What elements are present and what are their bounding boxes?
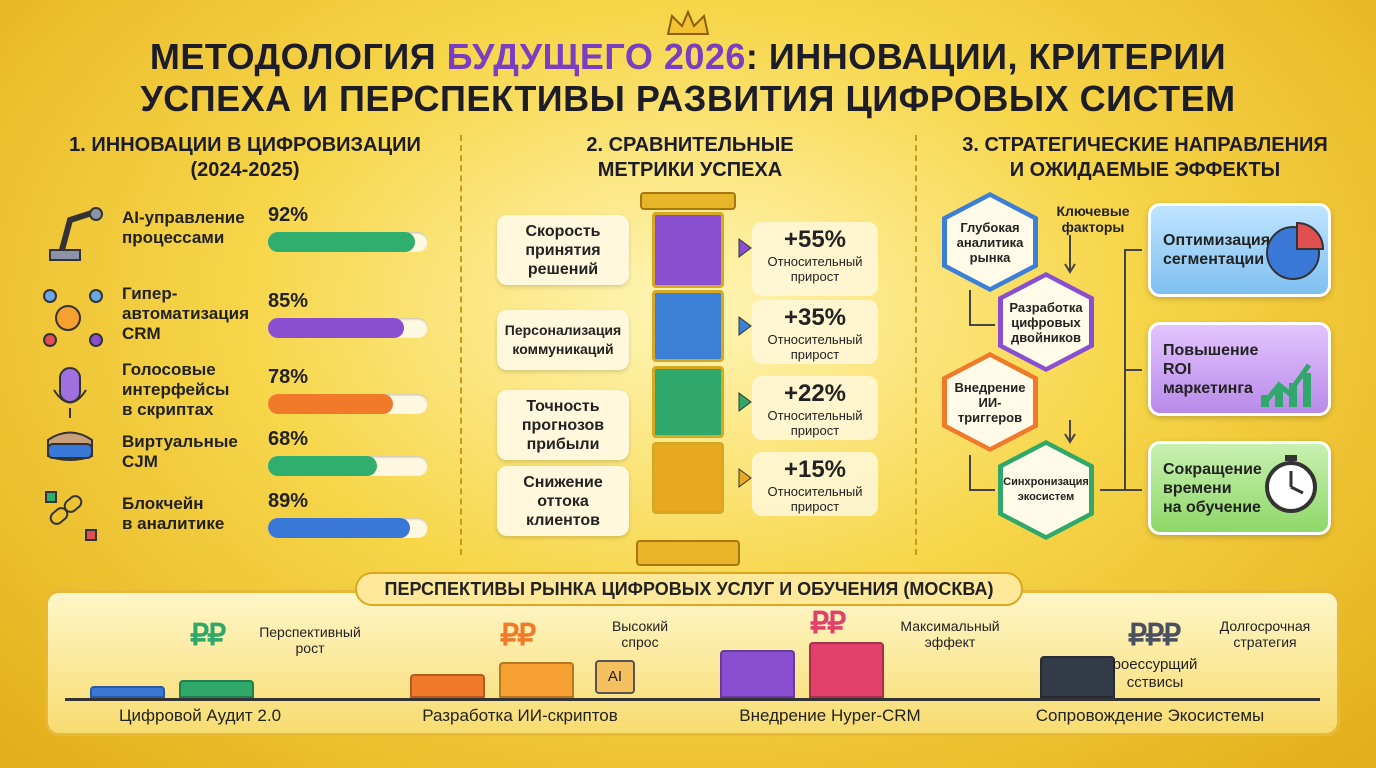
factor-label: Синхронизация экосистем (1003, 445, 1089, 535)
group-note: Перспективный рост (259, 624, 361, 656)
group-note: Максимальный эффект (900, 618, 1000, 650)
pillar-segment (652, 366, 724, 438)
separator (460, 135, 462, 555)
arrow (738, 238, 752, 258)
section-title: 2. СРАВНИТЕЛЬНЫЕ МЕТРИКИ УСПЕХА (586, 134, 794, 181)
market-panel (45, 590, 1340, 736)
factors-label: Ключевые факторы (1056, 203, 1130, 235)
metric-note: Относительный прирост (767, 332, 863, 362)
ai-chip: AI (595, 660, 635, 694)
arrow (738, 392, 752, 412)
metric-label: Снижение оттока клиентов (497, 466, 629, 536)
innovation-percent: 89% (268, 490, 309, 512)
pillar-base (636, 540, 740, 566)
metric-value: +22% (783, 380, 847, 407)
metric-note: Относительный прирост (767, 408, 863, 438)
metric-label: Персонализация коммуникаций (497, 310, 629, 370)
metric-box: +55% Относительный прирост (752, 222, 878, 296)
currency: ₽₽ (810, 607, 846, 640)
progress-fill (268, 456, 377, 476)
progress-fill (268, 518, 411, 538)
progress-fill (268, 232, 416, 252)
progress-track (268, 318, 428, 338)
factor-label: Глубокая аналитика рынка (947, 197, 1033, 287)
progress-track (268, 232, 428, 252)
pillar-segment (652, 212, 724, 288)
group-name: Внедрение Hyper-CRM (739, 706, 921, 725)
currency: ₽₽ (190, 619, 226, 652)
metric-note: Относительный прирост (767, 484, 863, 514)
decor-bar (1040, 656, 1115, 698)
title-line-2: УСПЕХА И ПЕРСПЕКТИВЫ РАЗВИТИЯ ЦИФРОВЫХ С… (140, 78, 1236, 119)
metric-box: +22% Относительный прирост (752, 376, 878, 440)
decor-bar (410, 674, 485, 698)
progress-track (268, 394, 428, 414)
pillar-cap (640, 192, 736, 210)
decor-bar (90, 686, 165, 698)
decor-bar (809, 642, 884, 698)
separator (915, 135, 917, 555)
factor-label: Разработка цифровых двойников (1003, 277, 1089, 367)
section-subtitle: (2024-2025) (190, 159, 300, 181)
crown-icon (666, 9, 710, 35)
progress-track (268, 518, 428, 538)
currency: ₽₽₽ (1128, 619, 1181, 652)
factor-label: Внедрение ИИ-триггеров (947, 357, 1033, 447)
innovation-label: Гипер- автоматизация CRM (122, 284, 250, 343)
metric-label: Точность прогнозов прибыли (497, 390, 629, 460)
section-title: 3. СТРАТЕГИЧЕСКИЕ НАПРАВЛЕНИЯ И ОЖИДАЕМЫ… (962, 134, 1328, 181)
connectors (969, 235, 1142, 491)
progress-fill (268, 394, 393, 414)
decor-bar (179, 680, 254, 698)
group-note: Высокий спрос (611, 618, 669, 650)
effect-box: Повышение ROI маркетинга (1148, 322, 1331, 416)
metric-box: +35% Относительный прирост (752, 300, 878, 364)
title-highlight: БУДУЩЕГО 2026 (446, 36, 746, 77)
innovation-percent: 68% (268, 428, 309, 450)
innovation-icons (43, 207, 103, 541)
title-text: : ИННОВАЦИИ, КРИТЕРИИ (745, 36, 1227, 77)
section-title-text: 1. ИННОВАЦИИ В ЦИФРОВИЗАЦИИ (69, 134, 421, 156)
group-name: Цифровой Аудит 2.0 (118, 706, 282, 725)
innovation-percent: 85% (268, 290, 309, 312)
innovation-percent: 78% (268, 366, 309, 388)
pillar-segment (652, 442, 724, 514)
decor-bar (720, 650, 795, 698)
effect-icons (1261, 221, 1325, 513)
metric-box: +15% Относительный прирост (752, 452, 878, 516)
metric-value: +15% (783, 456, 847, 483)
title-text: МЕТОДОЛОГИЯ (149, 36, 437, 77)
metric-value: +55% (783, 226, 847, 253)
section-title: 1. ИННОВАЦИИ В ЦИФРОВИЗАЦИИ (2024-2025) (30, 133, 460, 183)
metric-note: Относительный прирост (767, 254, 863, 284)
baseline (65, 698, 1320, 701)
arrow (738, 468, 752, 488)
innovation-label: AI-управление процессами (122, 208, 245, 247)
innovation-label: Голосовые интерфейсы в скриптах (122, 360, 230, 419)
currency: ₽₽ (500, 619, 536, 652)
decor-bar (499, 662, 574, 698)
progress-track (268, 456, 428, 476)
group-name: Сопровождение Экосистемы (1035, 706, 1265, 725)
innovation-label: Виртуальные CJM (122, 432, 238, 471)
group-note: Долгосрочная стратегия (1219, 618, 1311, 650)
metric-label: Скорость принятия решений (497, 215, 629, 285)
group-name: Разработка ИИ-скриптов (422, 706, 618, 725)
market-title: ПЕРСПЕКТИВЫ РЫНКА ЦИФРОВЫХ УСЛУГ И ОБУЧЕ… (355, 572, 1023, 606)
progress-fill (268, 318, 404, 338)
arrow (738, 316, 752, 336)
innovation-percent: 92% (268, 204, 309, 226)
metric-value: +35% (783, 304, 847, 331)
group-extra: роессурщий сствисы (1112, 656, 1198, 691)
innovation-label: Блокчейн в аналитике (122, 494, 225, 533)
pillar-segment (652, 290, 724, 362)
title-line-1: МЕТОДОЛОГИЯ БУДУЩЕГО 2026: ИННОВАЦИИ, КР… (0, 36, 1376, 78)
